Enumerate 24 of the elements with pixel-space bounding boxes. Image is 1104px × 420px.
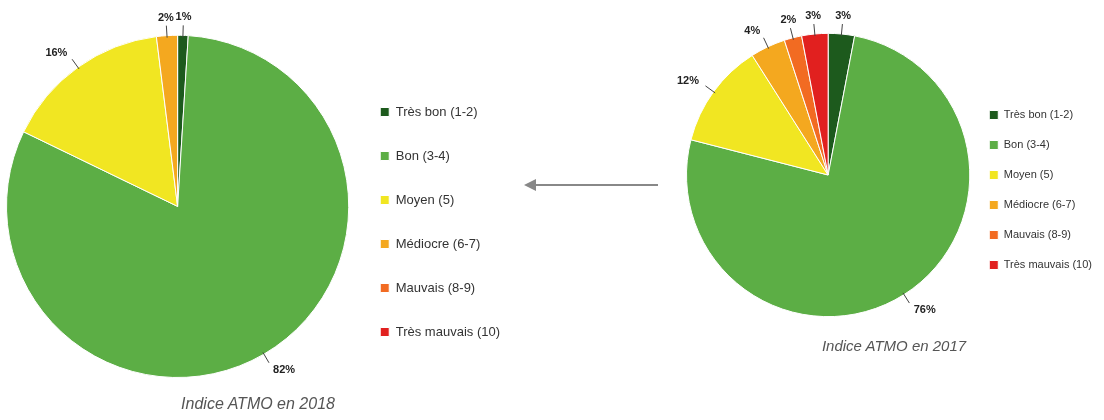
legend-label: Médiocre (6-7) — [1003, 198, 1076, 211]
data-label: 3% — [805, 9, 822, 22]
legend-label: Moyen (5) — [1003, 168, 1054, 181]
legend-label: Bon (3-4) — [395, 147, 450, 163]
data-label: 2% — [157, 10, 175, 23]
data-label: 2% — [780, 13, 797, 26]
legend-label: Très bon (1-2) — [395, 103, 478, 119]
legend-label: Très mauvais (10) — [395, 323, 501, 339]
data-label: 76% — [913, 302, 936, 315]
data-label: 82% — [273, 362, 296, 375]
data-label: 16% — [45, 45, 68, 58]
legend-label: Très mauvais (10) — [1003, 258, 1093, 271]
legend-label: Très bon (1-2) — [1003, 108, 1074, 121]
text: Indice ATMO en 2017 — [821, 337, 967, 355]
legend-label: Médiocre (6-7) — [395, 235, 481, 251]
text: Indice ATMO en 2018 — [181, 394, 336, 412]
data-label: 1% — [175, 10, 192, 23]
legend-label: Mauvais (8-9) — [395, 279, 476, 295]
legend-label: Moyen (5) — [395, 191, 455, 207]
data-label: 12% — [676, 74, 700, 87]
data-label: 4% — [744, 23, 761, 36]
legend-label: Mauvais (8-9) — [1003, 228, 1072, 241]
legend-label: Bon (3-4) — [1003, 138, 1050, 151]
data-label: 3% — [835, 9, 852, 22]
